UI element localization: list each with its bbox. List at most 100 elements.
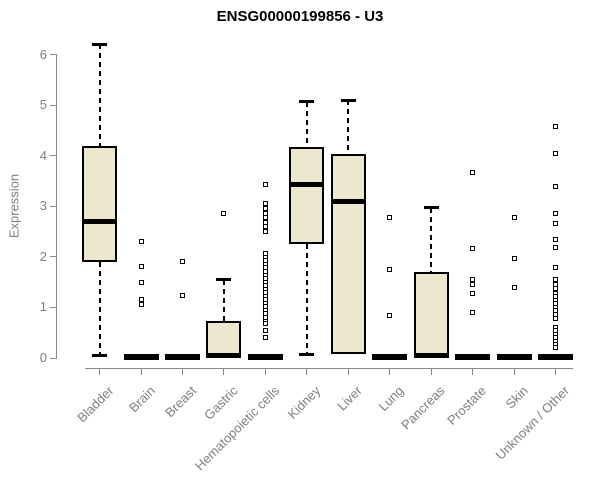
outlier-point — [262, 335, 268, 341]
x-tick-label: Unknown / Other — [492, 383, 573, 463]
y-tick — [50, 256, 57, 258]
upper-whisker-cap — [92, 42, 108, 46]
x-tick-label: Prostate — [444, 383, 490, 428]
median-line — [496, 354, 532, 360]
outlier-point — [553, 123, 559, 129]
median-line — [538, 354, 574, 360]
median-line — [165, 354, 200, 360]
upper-whisker — [305, 101, 308, 147]
y-tick-label: 2 — [39, 248, 47, 264]
outlier-point — [138, 239, 144, 245]
outlier-point — [553, 245, 559, 251]
outlier-point — [387, 267, 393, 273]
y-tick — [50, 205, 57, 207]
outlier-point — [470, 245, 476, 251]
outlier-point — [262, 219, 268, 225]
outlier-point — [262, 215, 268, 221]
outlier-point — [180, 292, 185, 298]
y-tick — [50, 306, 57, 308]
upper-whisker-cap — [299, 100, 315, 104]
x-tick — [347, 368, 349, 375]
y-tick-label: 3 — [39, 198, 47, 214]
outlier-point — [511, 214, 517, 220]
outlier-point — [138, 297, 144, 303]
lower-whisker-cap — [92, 353, 108, 357]
outlier-point — [553, 183, 559, 189]
outlier-point — [553, 286, 559, 292]
box — [82, 145, 118, 262]
median-line — [123, 354, 159, 360]
outlier-point — [138, 279, 144, 285]
y-tick — [50, 54, 57, 55]
outlier-point — [470, 277, 476, 283]
chart-title: ENSG00000199856 - U3 — [216, 8, 384, 25]
outlier-point — [553, 220, 559, 226]
x-tick-label: Liver — [334, 383, 365, 414]
outlier-point — [387, 312, 393, 318]
x-tick — [223, 368, 225, 375]
median-line — [289, 181, 325, 187]
outlier-point — [553, 150, 559, 156]
median-line — [247, 354, 283, 360]
outlier-point — [553, 281, 559, 287]
outlier-point — [180, 259, 185, 265]
y-tick-label: 6 — [39, 46, 47, 62]
y-tick — [50, 357, 57, 359]
box — [413, 272, 449, 357]
outlier-point — [138, 302, 144, 308]
upper-whisker — [430, 207, 433, 272]
x-tick — [140, 368, 142, 375]
y-tick — [50, 104, 57, 106]
median-line — [413, 353, 449, 359]
upper-whisker-cap — [216, 278, 232, 282]
box — [289, 146, 325, 245]
box — [330, 154, 366, 354]
x-tick — [430, 368, 432, 375]
x-tick-label: Bladder — [73, 383, 117, 426]
outlier-point — [387, 214, 393, 220]
x-tick — [182, 368, 183, 375]
upper-whisker — [222, 279, 225, 322]
outlier-point — [221, 211, 227, 217]
x-tick — [472, 368, 474, 375]
median-line — [330, 198, 366, 204]
upper-whisker — [347, 100, 350, 155]
x-tick-label: Breast — [161, 383, 200, 421]
median-line — [372, 354, 408, 360]
x-tick-label: Gastric — [200, 383, 241, 423]
y-tick-label: 1 — [39, 299, 47, 315]
outlier-point — [262, 201, 268, 207]
outlier-point — [553, 277, 559, 283]
outlier-point — [553, 315, 559, 321]
upper-whisker-cap — [340, 98, 356, 102]
outlier-point — [262, 320, 268, 326]
x-tick — [389, 368, 391, 375]
outlier-point — [470, 169, 476, 175]
upper-whisker — [98, 44, 101, 146]
outlier-point — [470, 310, 476, 316]
outlier-point — [138, 264, 144, 270]
outlier-point — [262, 181, 268, 187]
x-tick — [555, 368, 557, 375]
x-tick-label: Skin — [502, 383, 531, 412]
outlier-point — [262, 229, 268, 235]
upper-whisker-cap — [423, 206, 439, 210]
outlier-point — [262, 224, 268, 230]
median-line — [82, 218, 118, 224]
x-tick-label: Pancreas — [398, 383, 448, 433]
x-tick — [99, 368, 101, 375]
y-tick-label: 4 — [39, 147, 47, 163]
lower-whisker — [98, 261, 101, 356]
y-tick — [50, 155, 57, 157]
y-tick-label: 0 — [39, 350, 47, 365]
outlier-point — [553, 265, 559, 271]
outlier-point — [470, 291, 476, 297]
lower-whisker-cap — [299, 353, 315, 357]
outlier-point — [511, 255, 517, 261]
x-axis-line — [85, 368, 573, 369]
x-tick-label: Lung — [375, 383, 407, 415]
median-line — [206, 353, 242, 359]
outlier-point — [553, 211, 559, 217]
y-tick-label: 5 — [39, 97, 47, 113]
